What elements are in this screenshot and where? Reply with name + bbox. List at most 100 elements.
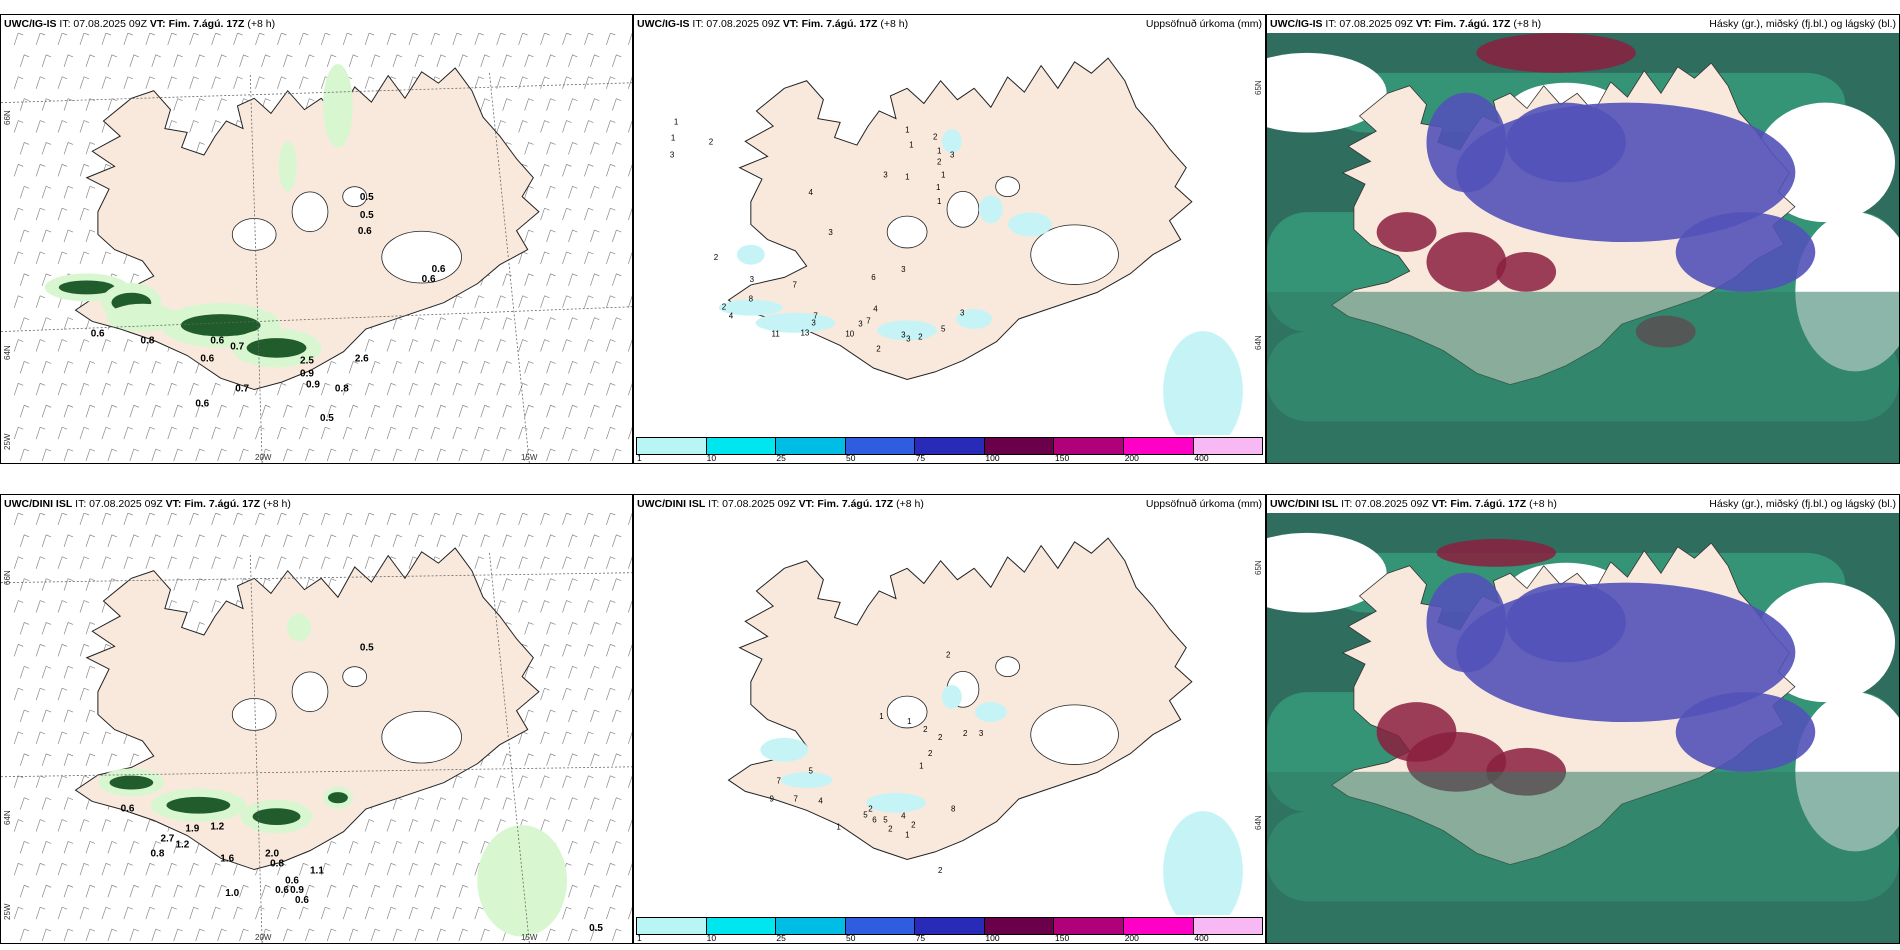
wind-barb bbox=[590, 185, 600, 199]
wind-barb bbox=[496, 339, 506, 352]
wind-barb bbox=[546, 98, 556, 111]
wind-barb bbox=[364, 33, 375, 46]
wind-barb bbox=[35, 906, 46, 920]
wind-barb bbox=[211, 33, 221, 46]
wind-barb bbox=[326, 448, 337, 462]
wind-barb bbox=[35, 295, 46, 308]
low-cloud-area bbox=[1496, 251, 1557, 292]
wind-barb bbox=[283, 884, 293, 898]
wind-barb bbox=[540, 426, 550, 440]
panel-header: UWC/DINI ISL IT: 07.08.2025 09Z VT: Fim.… bbox=[1, 495, 632, 513]
wind-barb bbox=[19, 578, 30, 591]
wind-barb bbox=[79, 819, 90, 832]
wind-barb bbox=[261, 534, 271, 547]
wind-barb bbox=[326, 534, 337, 547]
map-area[interactable] bbox=[1267, 513, 1899, 943]
wind-barb bbox=[540, 382, 550, 396]
wind-barb bbox=[496, 76, 506, 89]
graticule-line bbox=[489, 72, 530, 463]
precip-value-label: 1.2 bbox=[210, 822, 224, 833]
colorbar-label: 10 bbox=[706, 933, 717, 943]
wind-barb bbox=[107, 54, 118, 67]
wind-barb bbox=[524, 797, 534, 810]
colorbar-label: 100 bbox=[985, 453, 1000, 463]
wind-barb bbox=[546, 578, 556, 591]
wind-barb bbox=[320, 862, 331, 876]
wind-barb bbox=[320, 426, 331, 440]
wind-barb bbox=[627, 383, 632, 396]
wind-barb bbox=[189, 906, 199, 920]
wind-barb bbox=[458, 404, 468, 418]
wind-barb bbox=[474, 295, 484, 308]
wind-barb bbox=[627, 513, 632, 526]
wind-barb bbox=[568, 884, 578, 898]
wind-barb bbox=[35, 862, 46, 876]
glacier-areas bbox=[231, 186, 462, 284]
wind-barb bbox=[211, 556, 221, 569]
wind-barb bbox=[277, 513, 287, 526]
precip-value-label: 0.6 bbox=[275, 885, 289, 896]
wind-barb bbox=[474, 33, 484, 46]
map-area[interactable]: 0.5 0.6 2.7 1.9 1.2 0.8 1.2 1.6 2.0 0.8 1.1 0.6 0.9 0… bbox=[1, 513, 632, 943]
wind-barb bbox=[233, 76, 243, 89]
wind-barb bbox=[217, 534, 227, 547]
field-area bbox=[995, 656, 1020, 677]
wind-barb bbox=[189, 862, 199, 876]
map-area[interactable]: 1 1 3 2 1 1 2 1 3 2 1 1 1 3 1 4 2 3 3 6 3 7 8 2 4 7 4 3 3 11 13 7 10 3 5 3 2… bbox=[634, 33, 1265, 435]
field-area bbox=[381, 230, 462, 284]
accum-value-label: 8 bbox=[951, 805, 956, 814]
wind-barb bbox=[57, 120, 68, 133]
wind-barb bbox=[627, 76, 632, 89]
wind-barb bbox=[107, 534, 118, 547]
accum-value-label: 2 bbox=[714, 253, 719, 262]
field-area bbox=[755, 312, 836, 333]
precip-value-label: 0.8 bbox=[270, 858, 284, 869]
wind-barb bbox=[348, 841, 359, 854]
wind-barb bbox=[590, 884, 600, 898]
field-area bbox=[291, 671, 329, 713]
wind-barb bbox=[101, 382, 112, 396]
lon-label-15w: 15W bbox=[521, 933, 538, 942]
wind-barb bbox=[57, 513, 68, 526]
wind-barb bbox=[408, 556, 419, 569]
wind-barb bbox=[386, 426, 397, 440]
wind-barb bbox=[612, 273, 622, 286]
wind-barb bbox=[524, 709, 534, 723]
wind-barb bbox=[546, 142, 556, 155]
wind-barb bbox=[606, 426, 616, 440]
wind-barb bbox=[562, 76, 572, 89]
wind-barb bbox=[35, 643, 46, 657]
wind-barb bbox=[348, 534, 359, 547]
wind-barb bbox=[546, 753, 556, 766]
wind-barb bbox=[57, 163, 68, 177]
wind-barb bbox=[145, 556, 155, 569]
wind-barb bbox=[452, 33, 462, 46]
wind-barb bbox=[41, 404, 52, 418]
wind-barb bbox=[348, 54, 359, 67]
wind-barb bbox=[370, 54, 381, 67]
wind-barb bbox=[612, 622, 622, 635]
wind-barb bbox=[568, 361, 578, 374]
field-area bbox=[1030, 224, 1119, 285]
wind-barb bbox=[584, 251, 594, 265]
wind-barb bbox=[430, 426, 441, 440]
wind-barb bbox=[151, 448, 161, 462]
wind-barb bbox=[63, 622, 74, 635]
map-area[interactable] bbox=[1267, 33, 1899, 463]
wind-barb bbox=[364, 513, 375, 526]
wind-barb bbox=[430, 339, 441, 352]
wind-barb bbox=[524, 273, 534, 286]
wind-barb bbox=[562, 687, 572, 701]
wind-barb bbox=[568, 142, 578, 155]
map-area[interactable]: 0.5 0.5 0.6 0.6 0.6 0.6 0.8 0.7 0.6 0.6 2.6 0.9 0.9 0… bbox=[1, 33, 632, 463]
lat-label-64n: 64N bbox=[1254, 335, 1263, 350]
wind-barb bbox=[458, 317, 468, 330]
wind-barb bbox=[13, 731, 24, 745]
accum-value-label: 4 bbox=[873, 305, 878, 314]
accum-value-label: 6 bbox=[872, 815, 877, 824]
wind-barb bbox=[430, 382, 441, 396]
accum-value-label: 3 bbox=[670, 150, 675, 159]
lat-label-25w: 25W bbox=[3, 903, 12, 920]
wind-barb bbox=[19, 709, 30, 723]
